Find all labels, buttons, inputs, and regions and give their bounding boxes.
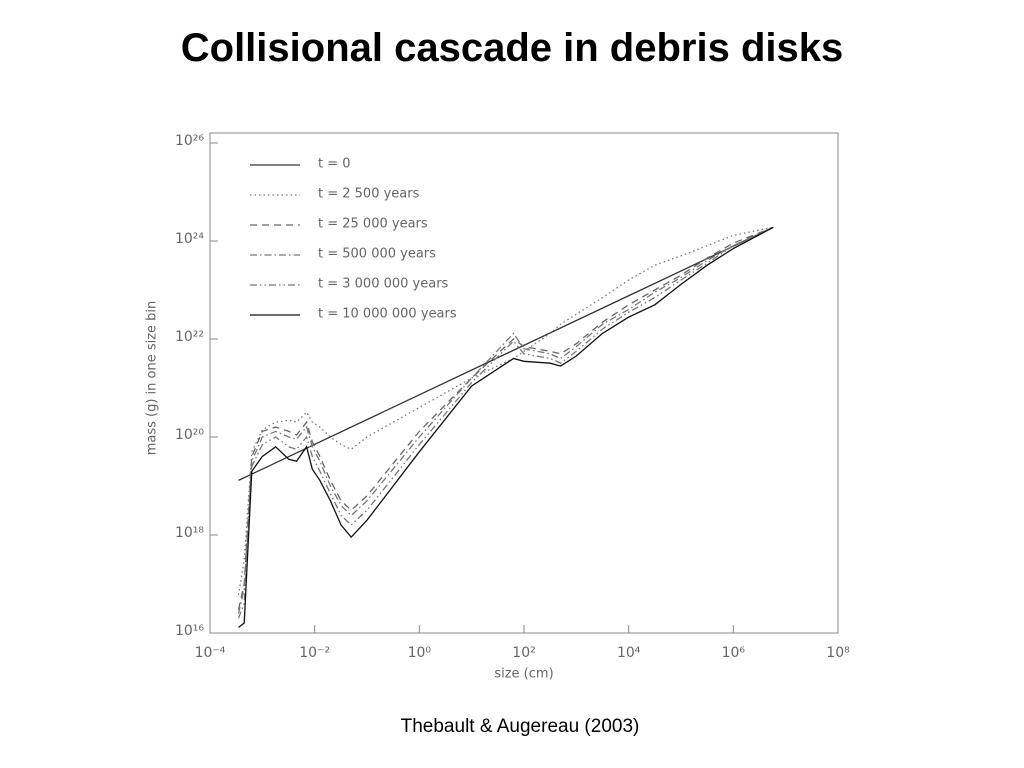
legend-label: t = 3 000 000 years: [318, 277, 449, 292]
legend-label: t = 2 500 years: [318, 187, 420, 202]
x-tick-label: 10⁻²: [299, 645, 330, 661]
x-tick-label: 10⁴: [617, 645, 641, 661]
caption: Thebault & Augereau (2003): [400, 716, 640, 737]
slide-title: Collisional cascade in debris disks: [180, 26, 844, 70]
y-tick-label: 10²⁴: [175, 231, 204, 247]
x-tick-label: 10⁸: [826, 645, 850, 661]
y-tick-label: 10²⁶: [175, 133, 204, 149]
legend-label: t = 25 000 years: [318, 217, 428, 232]
series-line: [238, 226, 774, 481]
y-tick-label: 10¹⁸: [175, 525, 204, 541]
y-axis-label: mass (g) in one size bin: [145, 301, 160, 456]
x-tick-label: 10⁰: [408, 645, 432, 661]
legend-label: t = 10 000 000 years: [318, 307, 457, 322]
x-tick-label: 10⁶: [722, 645, 746, 661]
series-line: [237, 226, 774, 610]
plot-frame: [209, 132, 839, 634]
x-tick-label: 10⁻⁴: [195, 645, 226, 661]
legend-label: t = 0: [318, 157, 351, 172]
y-tick-label: 10¹⁶: [175, 623, 204, 639]
series-line: [237, 226, 774, 614]
y-tick-label: 10²⁰: [175, 427, 204, 443]
y-tick-label: 10²²: [175, 329, 204, 345]
series-line: [238, 226, 774, 628]
series-line: [237, 226, 774, 619]
legend-label: t = 500 000 years: [318, 247, 436, 262]
x-tick-label: 10²: [512, 645, 535, 661]
x-axis-label: size (cm): [494, 667, 553, 682]
series-line: [237, 226, 774, 596]
